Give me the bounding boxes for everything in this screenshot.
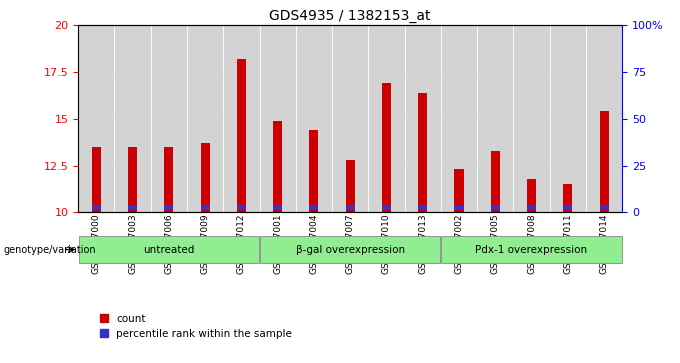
FancyBboxPatch shape: [586, 25, 622, 212]
Legend: count, percentile rank within the sample: count, percentile rank within the sample: [100, 314, 292, 339]
FancyBboxPatch shape: [79, 236, 259, 264]
Title: GDS4935 / 1382153_at: GDS4935 / 1382153_at: [269, 9, 431, 23]
Text: β-gal overexpression: β-gal overexpression: [296, 245, 405, 254]
Bar: [128, 147, 137, 212]
FancyBboxPatch shape: [441, 236, 622, 264]
Bar: [309, 130, 318, 212]
Bar: [128, 205, 137, 211]
FancyBboxPatch shape: [151, 25, 187, 212]
Bar: [418, 205, 427, 211]
FancyBboxPatch shape: [477, 25, 513, 212]
FancyBboxPatch shape: [405, 25, 441, 212]
Bar: [237, 205, 246, 211]
FancyBboxPatch shape: [549, 25, 586, 212]
Bar: [527, 179, 536, 212]
FancyBboxPatch shape: [260, 25, 296, 212]
Bar: [382, 83, 391, 212]
FancyBboxPatch shape: [260, 236, 441, 264]
Bar: [454, 170, 464, 212]
FancyBboxPatch shape: [441, 25, 477, 212]
Bar: [273, 121, 282, 212]
Text: untreated: untreated: [143, 245, 194, 254]
FancyBboxPatch shape: [114, 25, 151, 212]
Bar: [92, 205, 101, 211]
Bar: [165, 147, 173, 212]
Bar: [491, 151, 500, 212]
Bar: [382, 205, 391, 211]
Bar: [201, 205, 209, 211]
Bar: [527, 205, 536, 211]
Bar: [454, 205, 464, 211]
Bar: [273, 205, 282, 211]
Text: genotype/variation: genotype/variation: [3, 245, 96, 254]
FancyBboxPatch shape: [369, 25, 405, 212]
FancyBboxPatch shape: [513, 25, 549, 212]
Bar: [309, 205, 318, 211]
Bar: [418, 93, 427, 212]
FancyBboxPatch shape: [78, 25, 114, 212]
Bar: [237, 59, 246, 212]
Bar: [563, 184, 573, 212]
Bar: [600, 111, 609, 212]
Bar: [92, 147, 101, 212]
Bar: [563, 205, 573, 211]
Bar: [600, 205, 609, 211]
FancyBboxPatch shape: [223, 25, 260, 212]
Bar: [491, 205, 500, 211]
Bar: [201, 143, 209, 212]
Bar: [345, 160, 355, 212]
Text: Pdx-1 overexpression: Pdx-1 overexpression: [475, 245, 588, 254]
Bar: [165, 205, 173, 211]
FancyBboxPatch shape: [332, 25, 369, 212]
FancyBboxPatch shape: [296, 25, 332, 212]
Bar: [345, 205, 355, 211]
FancyBboxPatch shape: [187, 25, 223, 212]
